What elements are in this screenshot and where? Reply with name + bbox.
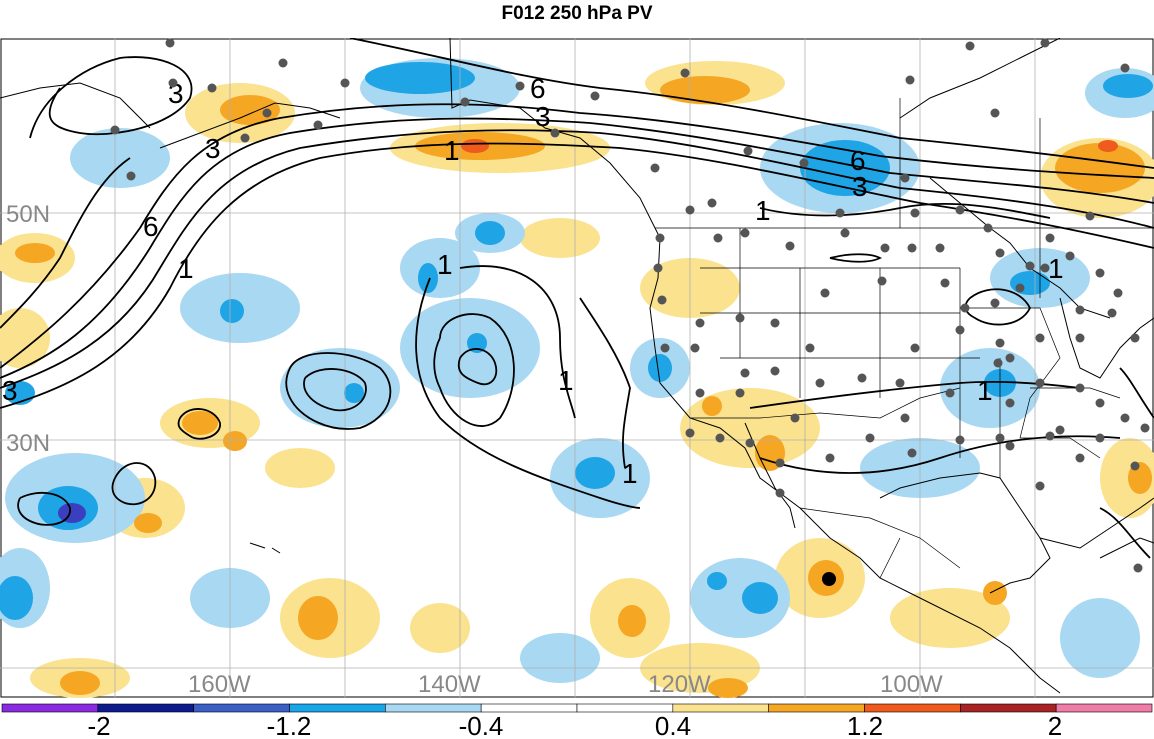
pv-contours — [0, 38, 1154, 559]
colorbar-tick-label: 0.4 — [655, 711, 691, 739]
contour-label: 6 — [850, 145, 866, 176]
colorbar-tick-label: -1.2 — [267, 711, 312, 739]
contour-label: 1 — [558, 365, 574, 396]
colorbar: -2 -1.2 -0.4 0.4 1.2 2 — [1, 703, 1153, 739]
contour-label: 1 — [755, 195, 771, 226]
contour-label: 3 — [852, 171, 868, 202]
contour-label: 6 — [143, 211, 159, 242]
lat-label-30n: 30N — [6, 430, 50, 457]
contour-label: 3 — [2, 375, 18, 406]
contour-label: 3 — [205, 133, 221, 164]
lat-lon-grid — [0, 38, 1154, 698]
colorbar-tick-label: 1.2 — [847, 711, 883, 739]
pv-map: 3 6 3 1 6 3 1 1 1 6 3 1 1 1 3 1 — [0, 38, 1154, 698]
colorbar-tick-label: 2 — [1048, 711, 1062, 739]
map-title: F012 250 hPa PV — [501, 3, 653, 24]
contour-label: 1 — [977, 375, 993, 406]
contour-label: 1 — [178, 253, 194, 284]
colorbar-ticks: -2 -1.2 -0.4 0.4 1.2 2 — [87, 711, 1062, 739]
lon-label-160w: 160W — [188, 671, 251, 698]
lon-label-120w: 120W — [648, 671, 711, 698]
contour-label: 1 — [437, 249, 453, 280]
coordinate-labels: 50N 30N 160W 140W 120W 100W — [6, 201, 943, 698]
colorbar-swatch — [1, 703, 99, 713]
lat-label-50n: 50N — [6, 201, 50, 228]
contour-label: 3 — [535, 101, 551, 132]
contour-label: 1 — [622, 458, 638, 489]
colorbar-swatch — [960, 703, 1057, 713]
stations — [110, 38, 1150, 573]
colorbar-tick-label: -0.4 — [459, 711, 504, 739]
state-borders — [655, 98, 1154, 579]
contour-label: 1 — [444, 135, 460, 166]
contour-label: 1 — [1048, 253, 1064, 284]
colorbar-tick-label: -2 — [87, 711, 110, 739]
colorbar-swatch — [97, 703, 194, 713]
highlighted-station — [822, 572, 836, 586]
contour-label: 6 — [530, 73, 546, 104]
colorbar-swatch — [1055, 703, 1153, 713]
lon-label-100w: 100W — [880, 671, 943, 698]
contour-labels: 3 6 3 1 6 3 1 1 1 6 3 1 1 1 3 1 — [2, 73, 1064, 489]
lon-label-140w: 140W — [418, 671, 481, 698]
colorbar-swatches — [1, 703, 1153, 713]
